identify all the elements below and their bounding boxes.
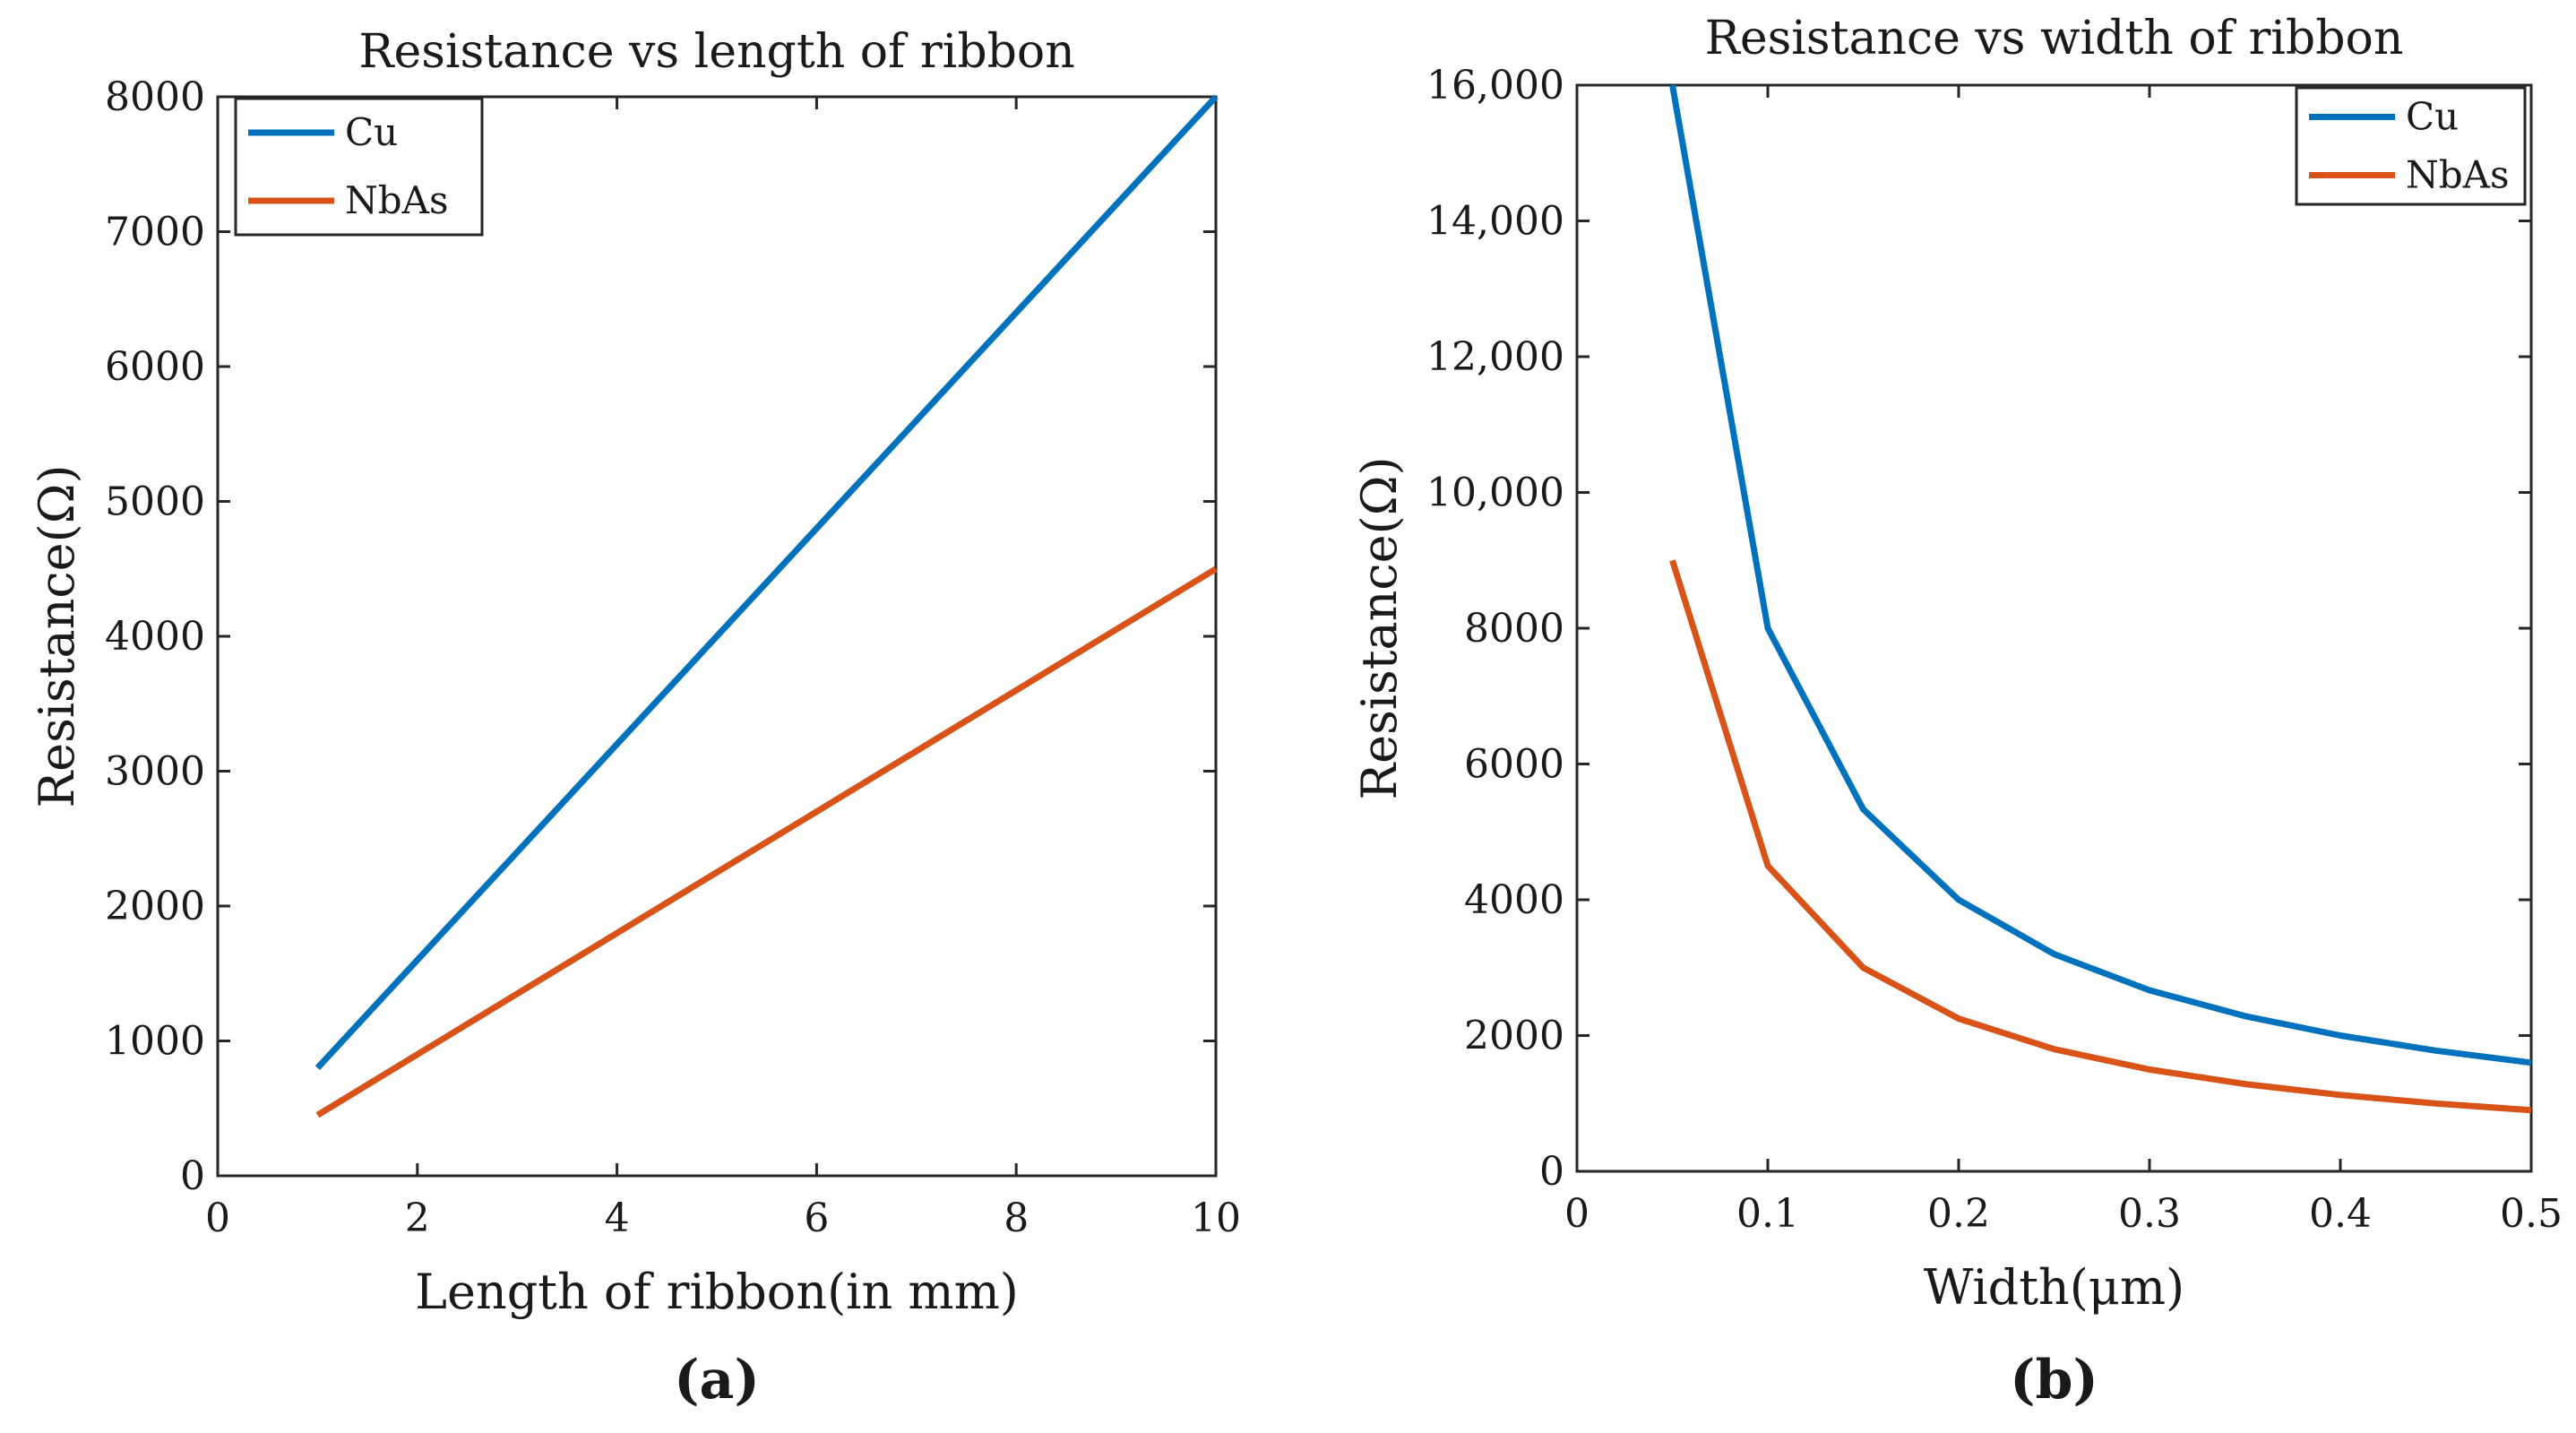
y-tick-label: 10,000 [1426, 470, 1564, 516]
y-tick-label: 12,000 [1426, 334, 1564, 380]
x-axis-label: Width(μm) [1924, 1259, 2184, 1316]
series-line-cu [1669, 84, 2532, 1066]
x-tick-label: 0.3 [2118, 1191, 2181, 1237]
series-line-nbas [315, 565, 1218, 1118]
x-tick-label: 0.2 [1927, 1191, 1990, 1237]
series-line-cu [314, 94, 1219, 1070]
x-tick-label: 0 [205, 1196, 230, 1241]
x-tick-label: 6 [804, 1196, 829, 1241]
legend-label-cu: Cu [345, 110, 398, 154]
series-line-nbas [1669, 559, 2532, 1114]
chart-title: Resistance vs length of ribbon [358, 25, 1074, 79]
y-tick-label: 8000 [1464, 606, 1564, 652]
y-axis-label: Resistance(Ω) [29, 464, 85, 807]
x-tick-label: 8 [1004, 1196, 1029, 1241]
legend-box [234, 97, 484, 237]
y-tick-label: 0 [1539, 1149, 1564, 1195]
legend-label-cu: Cu [2406, 95, 2459, 139]
chart-panel-a: 0 2 4 6 8 10 0 1000 2000 3000 4000 5000 6000 7000 8000… [29, 25, 1241, 1411]
y-tick-label: 1000 [105, 1019, 205, 1065]
plot-area-frame [1575, 83, 2533, 1173]
y-tick-label: 4000 [1464, 877, 1564, 923]
y-tick-label: 2000 [1464, 1014, 1564, 1059]
x-tick-label: 2 [405, 1196, 430, 1241]
x-tick-label: 0.1 [1736, 1191, 1799, 1237]
legend-box [2295, 86, 2527, 206]
y-tick-label: 8000 [105, 74, 205, 120]
x-tick-label: 4 [605, 1196, 630, 1241]
y-tick-label: 0 [180, 1153, 205, 1199]
panel-label: (a) [674, 1349, 760, 1411]
y-tick-label: 5000 [105, 479, 205, 525]
x-tick-label: 10 [1191, 1196, 1241, 1241]
chart-title: Resistance vs width of ribbon [1705, 12, 2404, 65]
y-axis-label: Resistance(Ω) [1351, 456, 1408, 799]
y-tick-label: 4000 [105, 614, 205, 660]
y-tick-label: 3000 [105, 749, 205, 795]
legend-label-nbas: NbAs [2406, 153, 2510, 197]
panel-label: (b) [2010, 1349, 2098, 1411]
y-tick-label: 6000 [105, 344, 205, 390]
y-tick-label: 14,000 [1426, 199, 1564, 245]
x-tick-label: 0.5 [2500, 1191, 2563, 1237]
y-tick-label: 16,000 [1426, 63, 1564, 108]
x-tick-label: 0 [1564, 1191, 1590, 1237]
y-tick-label: 6000 [1464, 742, 1564, 788]
y-tick-label: 7000 [105, 210, 205, 255]
legend-label-nbas: NbAs [345, 178, 449, 222]
y-tick-label: 2000 [105, 884, 205, 929]
x-axis-label: Length of ribbon(in mm) [415, 1264, 1019, 1320]
legend: Cu NbAs [2295, 86, 2527, 206]
chart-panel-b: 0 0.1 0.2 0.3 0.4 0.5 0 2000 4000 6000 8000 10,000 1… [1351, 12, 2563, 1411]
x-tick-label: 0.4 [2309, 1191, 2372, 1237]
legend: Cu NbAs [234, 97, 484, 237]
